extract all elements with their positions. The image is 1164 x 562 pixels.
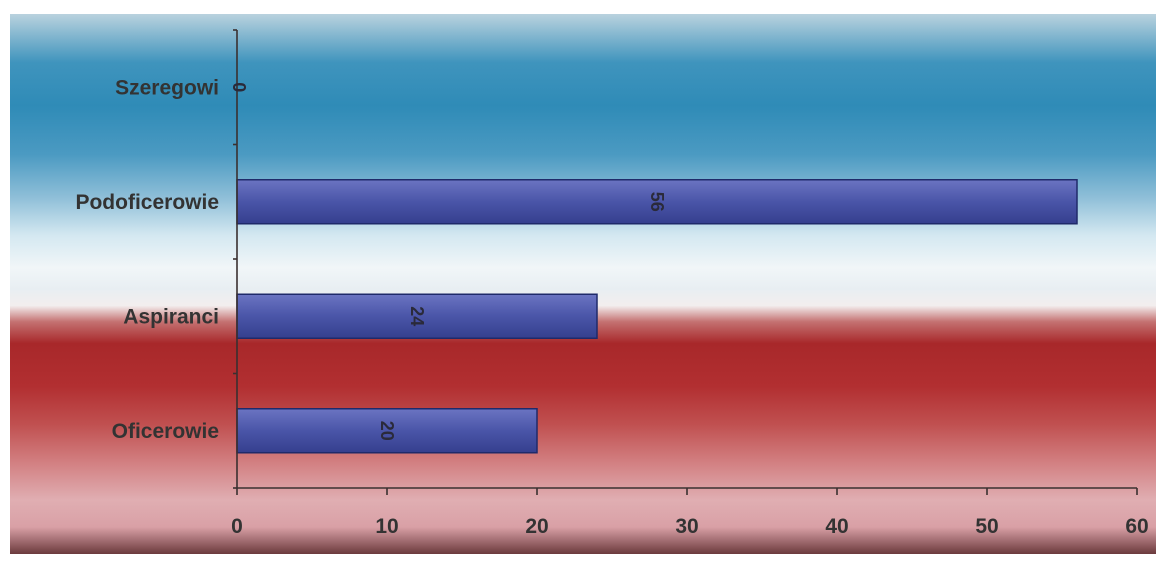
x-tick-label: 20	[525, 515, 548, 538]
x-tick-label: 60	[1125, 515, 1148, 538]
bar	[236, 179, 1078, 225]
category-label: Podoficerowie	[75, 191, 219, 214]
x-tick-label: 50	[975, 515, 998, 538]
data-label: 20	[377, 421, 397, 441]
category-label: Aspiranci	[123, 305, 219, 328]
data-label: 24	[407, 306, 427, 326]
category-label: Oficerowie	[112, 420, 219, 443]
category-label: Szeregowi	[115, 76, 219, 99]
x-tick-label: 40	[825, 515, 848, 538]
bar	[236, 293, 598, 339]
data-label: 0	[229, 82, 249, 92]
chart-background	[10, 14, 1156, 554]
data-label: 56	[647, 192, 667, 212]
x-tick-label: 0	[231, 515, 243, 538]
x-tick-label: 30	[675, 515, 698, 538]
x-tick-label: 10	[375, 515, 398, 538]
bar	[236, 408, 538, 454]
